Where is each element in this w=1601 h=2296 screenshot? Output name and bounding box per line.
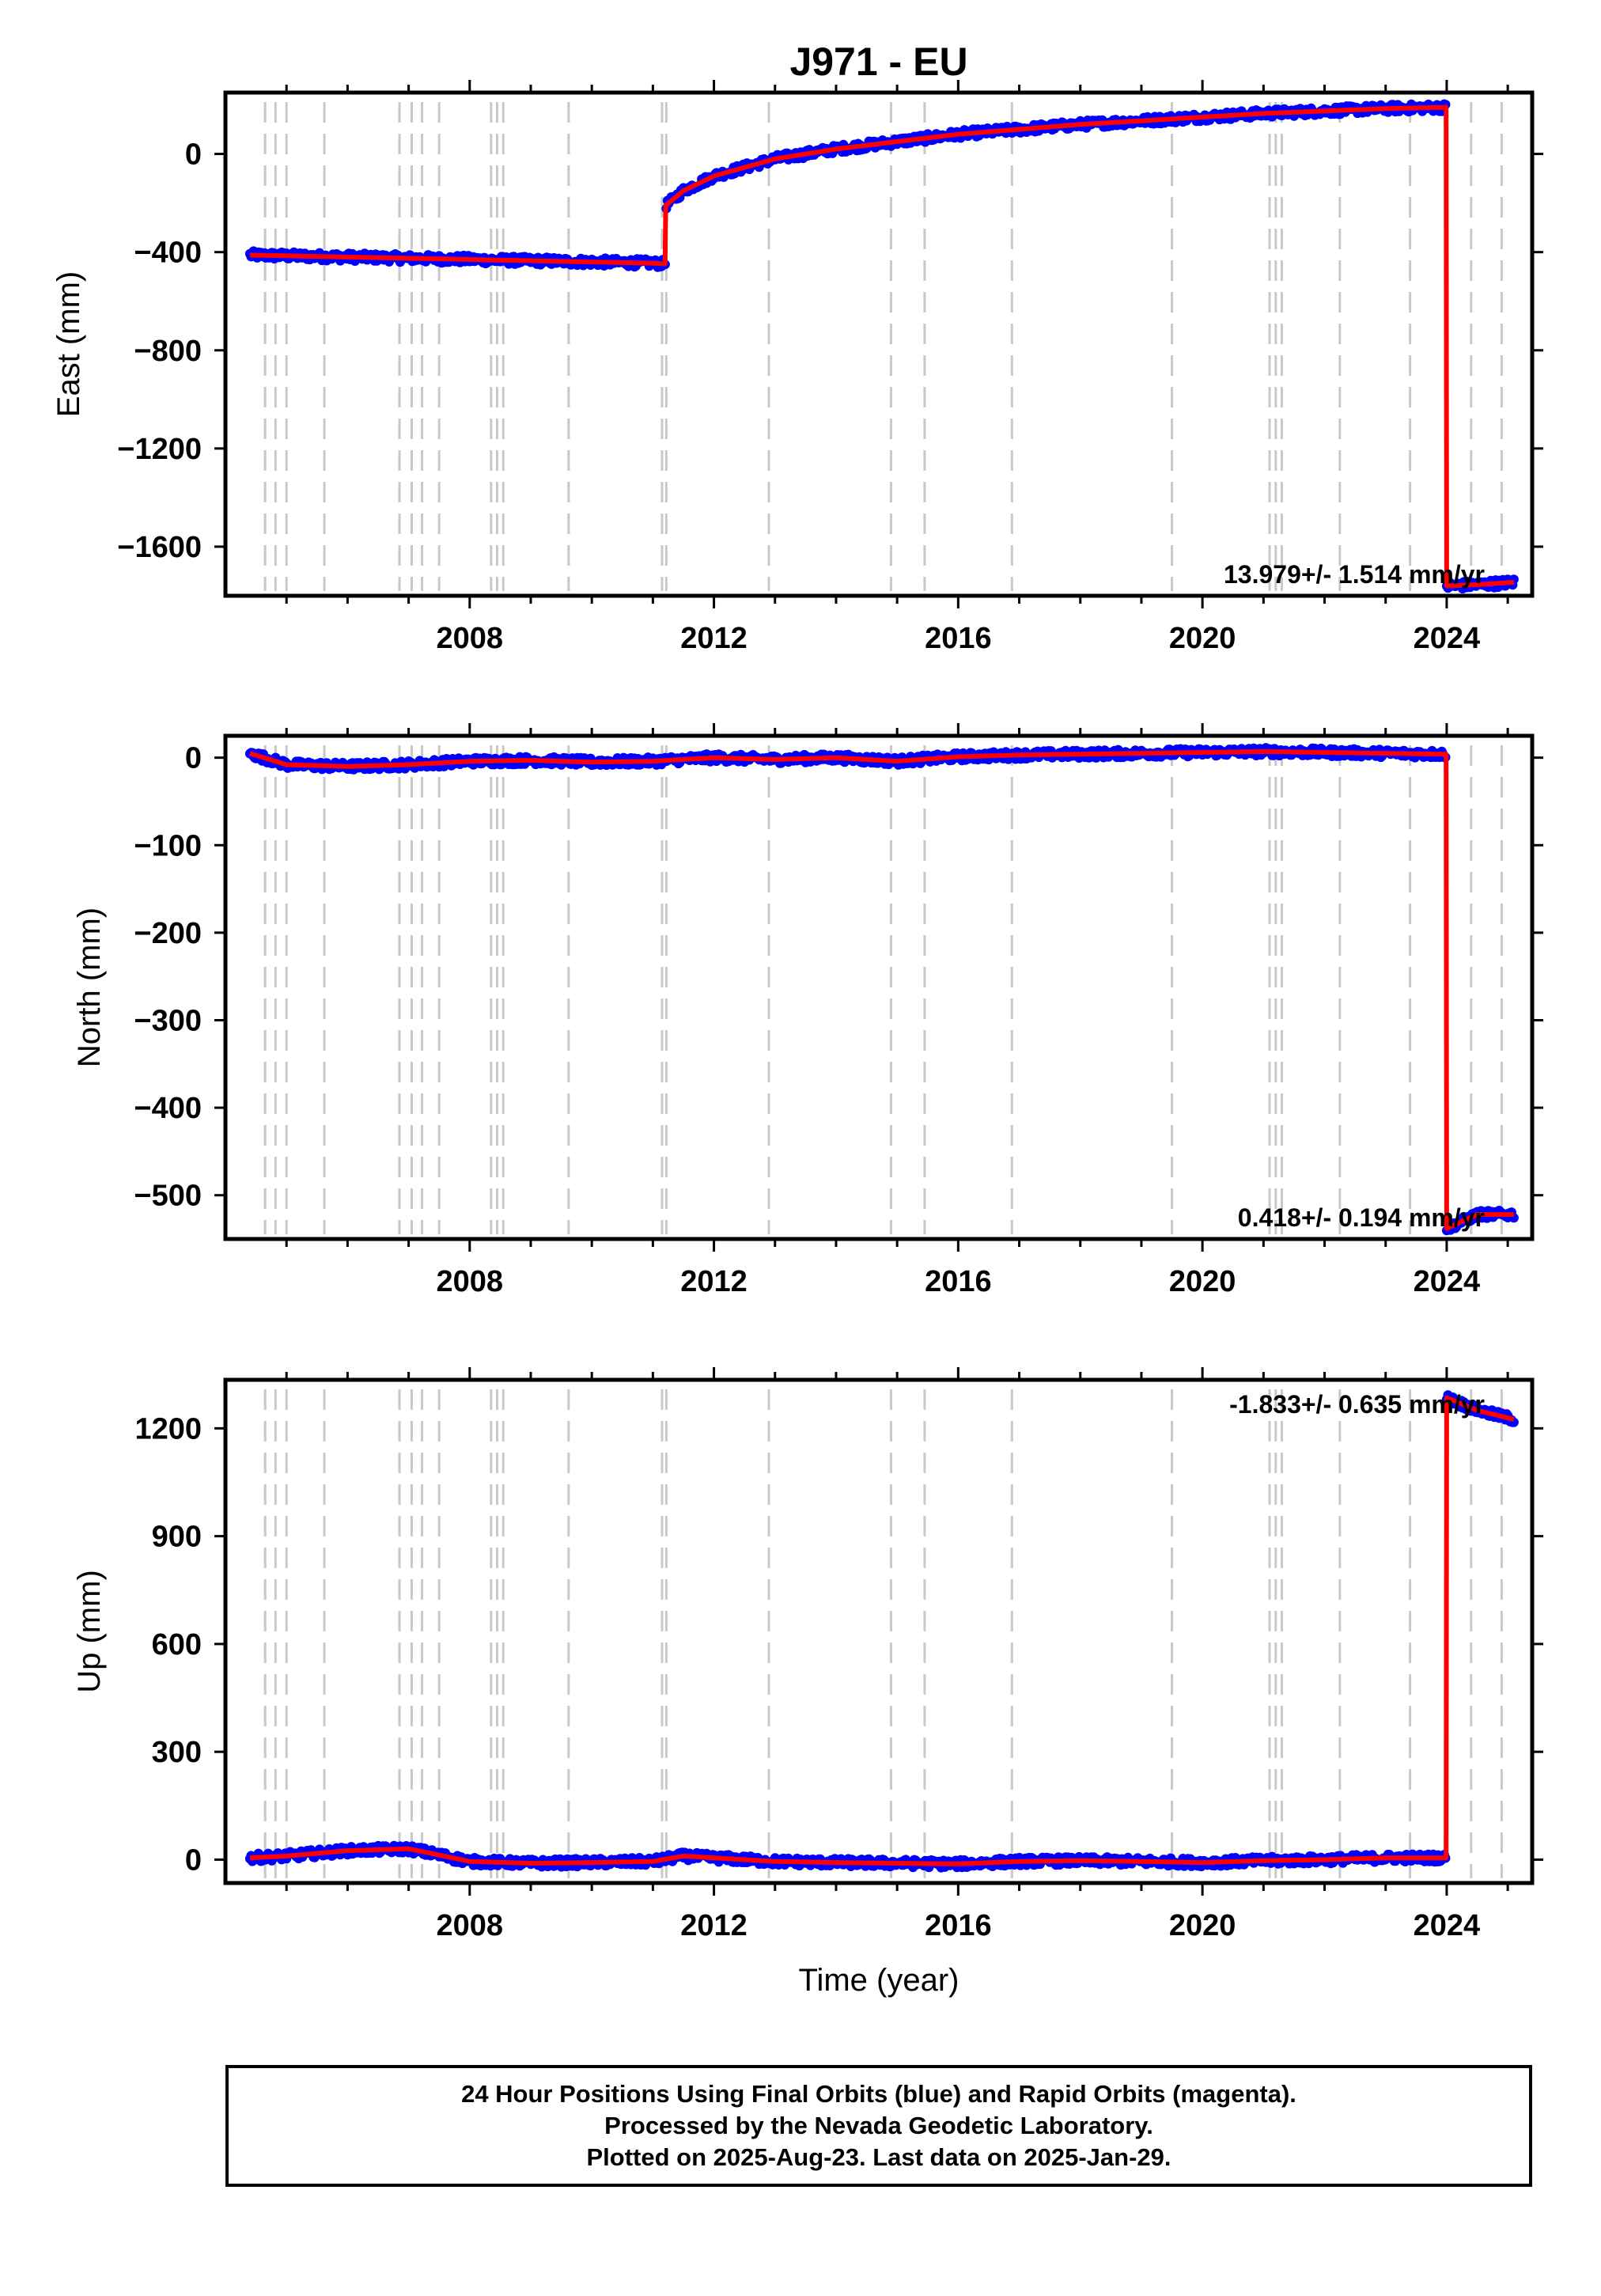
y-tick-label: 600 bbox=[152, 1628, 202, 1661]
y-tick-label: −100 bbox=[134, 829, 202, 862]
footer-line-2: Processed by the Nevada Geodetic Laborat… bbox=[604, 2112, 1153, 2139]
chart-title: J971 - EU bbox=[789, 40, 967, 84]
x-tick-label: 2012 bbox=[680, 1909, 748, 1942]
model-line bbox=[249, 104, 1515, 589]
footer-caption-box: 24 Hour Positions Using Final Orbits (bl… bbox=[225, 2065, 1532, 2187]
x-tick-label: 2008 bbox=[437, 1909, 504, 1942]
x-tick-label: 2024 bbox=[1414, 1265, 1481, 1298]
x-tick-label: 2008 bbox=[437, 622, 504, 655]
plot-area bbox=[244, 99, 1519, 594]
y-axis-label: Up (mm) bbox=[72, 1570, 107, 1693]
x-axis-label: Time (year) bbox=[799, 1963, 959, 1998]
panel-up: 0 300 600 900 1200 2008 2012 2016 2020 2024 Up (mm… bbox=[72, 1367, 1543, 1998]
y-tick-label: −200 bbox=[134, 917, 202, 950]
rate-label: 13.979+/- 1.514 mm/yr bbox=[1224, 560, 1485, 589]
y-tick-label: −300 bbox=[134, 1004, 202, 1037]
y-tick-label: 0 bbox=[185, 742, 202, 775]
footer-line-1: 24 Hour Positions Using Final Orbits (bl… bbox=[461, 2080, 1296, 2108]
plot-area bbox=[244, 743, 1519, 1236]
x-tick-label: 2016 bbox=[925, 1265, 992, 1298]
y-tick-label: −1600 bbox=[117, 531, 202, 564]
panels: 0 −400 −800 −1200 −1600 2008 2012 2016 2020 2024 E… bbox=[51, 80, 1543, 1998]
y-tick-label: −800 bbox=[134, 335, 202, 368]
rate-label: 0.418+/- 0.194 mm/yr bbox=[1238, 1203, 1485, 1232]
plot-frame bbox=[223, 733, 1535, 1241]
x-tick-label: 2008 bbox=[437, 1265, 504, 1298]
y-axis-label: North (mm) bbox=[72, 907, 107, 1067]
x-tick-label: 2020 bbox=[1169, 1265, 1236, 1298]
x-tick-label: 2024 bbox=[1414, 622, 1481, 655]
y-tick-label: 0 bbox=[185, 1843, 202, 1877]
x-tick-label: 2016 bbox=[925, 1909, 992, 1942]
footer-line-3: Plotted on 2025-Aug-23. Last data on 202… bbox=[586, 2143, 1171, 2171]
model-line bbox=[249, 1395, 1515, 1866]
y-tick-label: −500 bbox=[134, 1180, 202, 1213]
y-tick-label: 900 bbox=[152, 1521, 202, 1554]
x-tick-label: 2020 bbox=[1169, 622, 1236, 655]
y-tick-label: 1200 bbox=[134, 1412, 202, 1445]
x-tick-label: 2016 bbox=[925, 622, 992, 655]
x-tick-label: 2020 bbox=[1169, 1909, 1236, 1942]
y-tick-label: 0 bbox=[185, 138, 202, 172]
plot-area bbox=[244, 1389, 1519, 1878]
x-tick-label: 2024 bbox=[1414, 1909, 1481, 1942]
model-line bbox=[249, 748, 1514, 1231]
rate-label: -1.833+/- 0.635 mm/yr bbox=[1229, 1390, 1485, 1419]
plot-frame bbox=[223, 1377, 1535, 1885]
y-axis-label: East (mm) bbox=[51, 271, 86, 417]
panel-east: 0 −400 −800 −1200 −1600 2008 2012 2016 2020 2024 E… bbox=[51, 80, 1543, 655]
x-tick-label: 2012 bbox=[680, 622, 748, 655]
plot-frame bbox=[223, 90, 1535, 598]
panel-north: 0 −100 −200 −300 −400 −500 2008 2012 2016 2020 202… bbox=[72, 723, 1543, 1298]
x-tick-label: 2012 bbox=[680, 1265, 748, 1298]
y-tick-label: −400 bbox=[134, 237, 202, 270]
y-tick-label: 300 bbox=[152, 1736, 202, 1769]
y-tick-label: −400 bbox=[134, 1092, 202, 1125]
y-tick-label: −1200 bbox=[117, 433, 202, 466]
